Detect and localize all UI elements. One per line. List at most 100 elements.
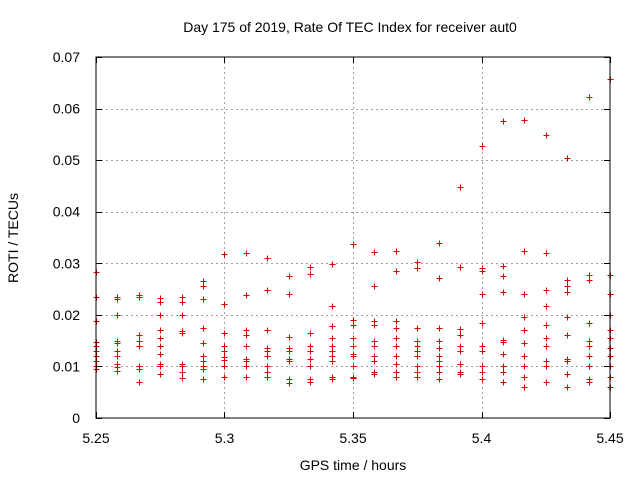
data-point <box>564 371 571 378</box>
data-point <box>286 291 293 298</box>
data-point <box>457 264 464 271</box>
data-point <box>350 375 357 382</box>
data-point <box>543 132 550 139</box>
data-point <box>243 292 250 299</box>
data-point <box>307 271 314 278</box>
data-point <box>393 268 400 275</box>
data-point <box>457 371 464 378</box>
data-point <box>457 361 464 368</box>
data-point <box>157 299 164 306</box>
data-point <box>457 326 464 333</box>
data-point <box>479 376 486 383</box>
data-point <box>564 332 571 339</box>
data-point <box>436 275 443 282</box>
data-point <box>329 261 336 268</box>
data-point <box>350 322 357 329</box>
data-point <box>393 335 400 342</box>
data-point <box>479 143 486 150</box>
data-point <box>350 343 357 350</box>
data-point <box>264 363 271 370</box>
data-point <box>286 334 293 341</box>
data-point <box>500 118 507 125</box>
data-point <box>457 332 464 339</box>
data-point <box>329 323 336 330</box>
data-point <box>479 348 486 355</box>
data-point <box>521 291 528 298</box>
data-point <box>457 184 464 191</box>
y-tick-label: 0.04 <box>53 204 80 220</box>
data-point <box>350 363 357 370</box>
data-point <box>586 363 593 370</box>
data-point <box>436 325 443 332</box>
x-axis-label: GPS time / hours <box>300 457 407 473</box>
data-point <box>371 358 378 365</box>
data-point <box>586 277 593 284</box>
data-point <box>543 322 550 329</box>
data-point <box>414 363 421 370</box>
data-point <box>243 363 250 370</box>
data-point <box>221 348 228 355</box>
data-point <box>414 265 421 272</box>
data-point <box>350 241 357 248</box>
x-tick-label: 5.25 <box>82 430 109 446</box>
y-tick-label: 0.01 <box>53 358 80 374</box>
data-point <box>307 348 314 355</box>
data-point <box>457 348 464 355</box>
data-point <box>500 363 507 370</box>
data-point <box>543 363 550 370</box>
data-point <box>414 259 421 266</box>
data-point <box>200 325 207 332</box>
data-point <box>393 318 400 325</box>
data-point <box>286 358 293 365</box>
data-point <box>543 250 550 257</box>
data-point <box>221 374 228 381</box>
y-tick-label: 0.06 <box>53 101 80 117</box>
data-point <box>500 289 507 296</box>
y-tick-label: 0.05 <box>53 152 80 168</box>
data-point <box>521 117 528 124</box>
data-point <box>114 340 121 347</box>
data-point <box>586 94 593 101</box>
data-point <box>371 249 378 256</box>
data-point <box>136 379 143 386</box>
data-point <box>436 376 443 383</box>
data-point <box>500 379 507 386</box>
data-point <box>157 371 164 378</box>
data-point <box>179 375 186 382</box>
data-point <box>543 343 550 350</box>
data-point <box>521 248 528 255</box>
data-point <box>264 374 271 381</box>
data-point <box>221 251 228 258</box>
data-point <box>136 366 143 373</box>
data-point <box>307 379 314 386</box>
data-point <box>564 283 571 290</box>
y-tick-label: 0.07 <box>53 49 80 65</box>
data-point <box>307 363 314 370</box>
data-point <box>157 312 164 319</box>
data-point <box>479 320 486 327</box>
data-point <box>264 327 271 334</box>
data-point <box>564 384 571 391</box>
data-point <box>543 303 550 310</box>
data-point <box>521 340 528 347</box>
data-point <box>543 335 550 342</box>
y-axis-label: ROTI / TECUs <box>5 193 21 283</box>
data-point <box>157 351 164 358</box>
data-point <box>436 369 443 376</box>
data-point <box>179 299 186 306</box>
data-point <box>500 351 507 358</box>
data-point <box>586 320 593 327</box>
data-point <box>221 301 228 308</box>
data-point <box>479 268 486 275</box>
data-point <box>500 369 507 376</box>
data-point <box>521 363 528 370</box>
data-point <box>371 322 378 329</box>
data-point <box>136 332 143 339</box>
data-point <box>179 363 186 370</box>
x-tick-label: 5.4 <box>472 430 492 446</box>
data-point <box>586 379 593 386</box>
data-point <box>221 363 228 370</box>
data-point <box>200 366 207 373</box>
data-point <box>393 248 400 255</box>
